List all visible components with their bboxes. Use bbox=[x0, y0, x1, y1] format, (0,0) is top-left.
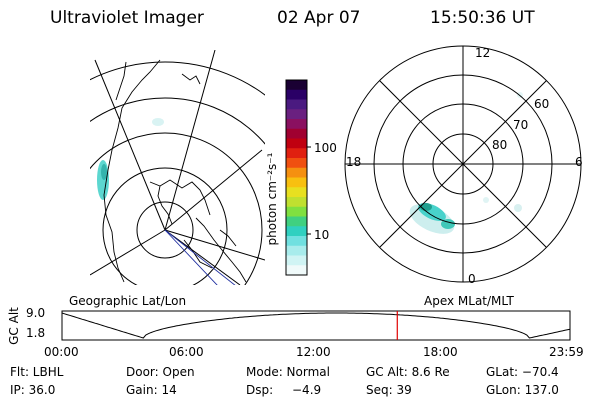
colorbar-segment bbox=[286, 138, 307, 149]
colorbar-segment bbox=[286, 216, 307, 227]
colorbar-segment bbox=[286, 226, 307, 237]
mlt-label-12: 12 bbox=[475, 46, 491, 60]
terminator-lines bbox=[164, 229, 236, 285]
altitude-timeline bbox=[61, 310, 571, 341]
info-dsp-label: Dsp: bbox=[246, 383, 274, 397]
colorbar-segment bbox=[286, 197, 307, 208]
colorbar-frame bbox=[285, 79, 308, 276]
lat-label-60: 60 bbox=[534, 97, 550, 111]
colorbar-segment bbox=[286, 148, 307, 159]
timeline-xtick-1: 06:00 bbox=[169, 345, 204, 359]
colorbar-segment bbox=[286, 128, 307, 139]
timeline-ylabel: GC Alt bbox=[7, 307, 21, 345]
geo-map-label: Geographic Lat/Lon bbox=[69, 294, 187, 308]
colorbar-segment bbox=[286, 109, 307, 120]
info-ip: IP: 36.0 bbox=[10, 383, 56, 397]
colorbar bbox=[285, 79, 311, 276]
mlt-label-18: 18 bbox=[346, 155, 362, 169]
time-label: 15:50:36 UT bbox=[430, 8, 535, 28]
timeline-xtick-3: 18:00 bbox=[423, 345, 458, 359]
colorbar-segment bbox=[286, 245, 307, 256]
colorbar-segment bbox=[286, 265, 307, 276]
colorbar-segment bbox=[286, 167, 307, 178]
timeline-ytick-min: 1.8 bbox=[26, 326, 46, 340]
colorbar-segment bbox=[286, 158, 307, 169]
coastline bbox=[103, 59, 247, 283]
info-gain: Gain: 14 bbox=[126, 383, 177, 397]
colorbar-segment bbox=[286, 206, 307, 217]
info-glat: GLat: −70.4 bbox=[486, 365, 559, 379]
lat-label-70: 70 bbox=[513, 118, 529, 132]
info-mode: Mode: Normal bbox=[246, 365, 330, 379]
colorbar-label: photon cm⁻²s⁻¹ bbox=[265, 152, 279, 246]
date-label: 02 Apr 07 bbox=[277, 8, 361, 28]
timeline-ytick-max: 9.0 bbox=[26, 306, 46, 320]
polar-plot bbox=[344, 45, 582, 283]
polar-plot-label: Apex MLat/MLT bbox=[424, 294, 514, 308]
colorbar-segment bbox=[286, 187, 307, 198]
colorbar-segment bbox=[286, 89, 307, 100]
info-filter: Flt: LBHL bbox=[10, 365, 64, 379]
mlt-label-0: 0 bbox=[468, 272, 476, 286]
info-dsp-value: −4.9 bbox=[292, 383, 322, 397]
colorbar-segment bbox=[286, 80, 307, 91]
mlt-label-6: 6 bbox=[575, 155, 583, 169]
timeline-xtick-2: 12:00 bbox=[296, 345, 331, 359]
info-gc-alt: GC Alt: 8.6 Re bbox=[366, 365, 450, 379]
colorbar-tick-10: 10 bbox=[314, 228, 330, 242]
colorbar-segment bbox=[286, 119, 307, 130]
info-glon: GLon: 137.0 bbox=[486, 383, 559, 397]
info-door: Door: Open bbox=[126, 365, 195, 379]
colorbar-segment bbox=[286, 99, 307, 110]
info-seq: Seq: 39 bbox=[366, 383, 412, 397]
colorbar-segment bbox=[286, 177, 307, 188]
colorbar-segment bbox=[286, 255, 307, 266]
colorbar-segment bbox=[286, 236, 307, 247]
instrument-title: Ultraviolet Imager bbox=[50, 8, 204, 28]
timeline-xtick-0: 00:00 bbox=[44, 345, 79, 359]
lat-label-80: 80 bbox=[492, 138, 508, 152]
colorbar-tick-100: 100 bbox=[314, 141, 337, 155]
polar-aurora-emission bbox=[409, 92, 523, 234]
timeline-xtick-4: 23:59 bbox=[549, 345, 584, 359]
geo-aurora-emission bbox=[97, 118, 164, 200]
geographic-map bbox=[90, 50, 265, 285]
altitude-curve bbox=[61, 312, 571, 339]
